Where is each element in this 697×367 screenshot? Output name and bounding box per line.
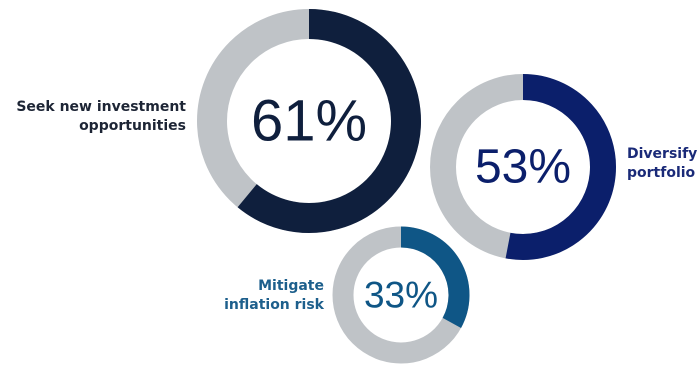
- label-seek-new-investment: Seek new investment opportunities: [16, 99, 186, 134]
- donut-seek-new-investment: 61%: [197, 9, 421, 233]
- donut-arc-seek-new-investment: [237, 9, 421, 233]
- percent-value-seek-new-investment: 61%: [251, 89, 367, 154]
- donut-arc-mitigate-inflation-risk: [400, 226, 470, 328]
- donut-arc-diversify-portfolio: [505, 74, 616, 260]
- label-mitigate-inflation-risk: Mitigate inflation risk: [224, 278, 324, 313]
- label-diversify-portfolio: Diversify portfolio: [627, 146, 697, 181]
- percent-value-diversify-portfolio: 53%: [475, 141, 571, 194]
- percent-value-mitigate-inflation-risk: 33%: [364, 275, 438, 316]
- donut-mitigate-inflation-risk: 33%: [332, 226, 470, 364]
- donut-diversify-portfolio: 53%: [430, 74, 616, 260]
